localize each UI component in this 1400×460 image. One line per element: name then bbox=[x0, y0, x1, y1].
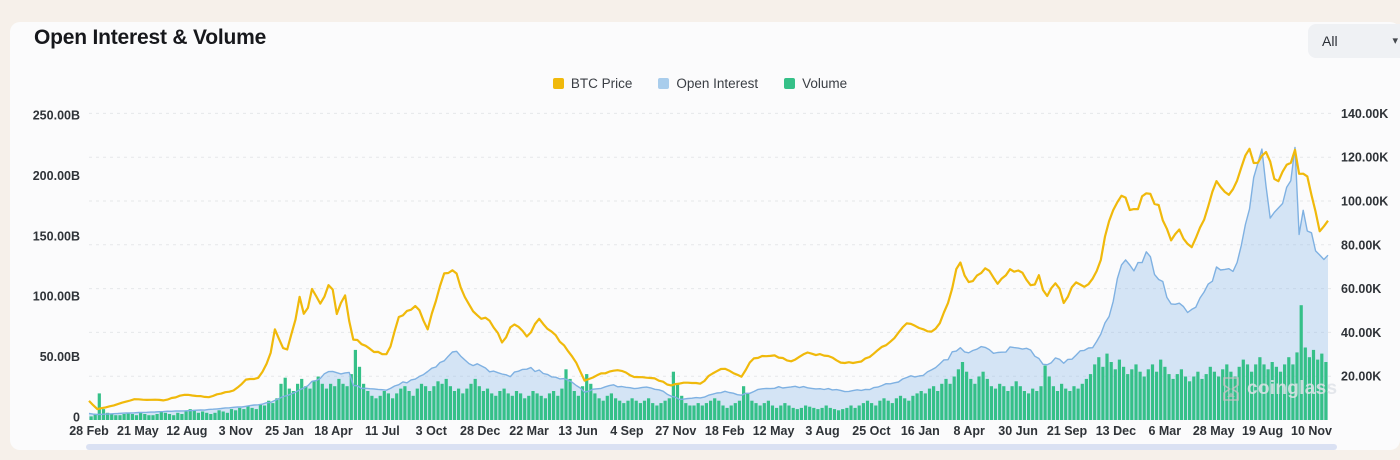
legend-label: Volume bbox=[802, 76, 848, 91]
x-axis-tick-label: 30 Jun bbox=[998, 424, 1038, 438]
left-axis-tick-label: 250.00B bbox=[33, 109, 80, 123]
x-axis-tick-label: 13 Dec bbox=[1096, 424, 1136, 438]
left-axis-tick-label: 0 bbox=[73, 411, 80, 425]
x-axis-tick-label: 3 Nov bbox=[219, 424, 253, 438]
right-axis-tick-label: 80.00K bbox=[1341, 238, 1381, 252]
x-axis-tick-label: 3 Aug bbox=[805, 424, 839, 438]
volume-bars[interactable] bbox=[89, 305, 1328, 420]
x-axis-tick-label: 22 Mar bbox=[509, 424, 549, 438]
btc-price-swatch-icon bbox=[552, 78, 564, 89]
chart-title: Open Interest & Volume bbox=[34, 26, 267, 49]
legend-item-open-interest[interactable]: Open Interest bbox=[658, 76, 758, 91]
x-axis-tick-label: 12 Aug bbox=[166, 424, 207, 438]
x-axis-labels: 28 Feb 21 May 12 Aug 3 Nov 25 Jan 18 Apr 11 Ju… bbox=[69, 424, 1332, 438]
volume-swatch-icon bbox=[784, 78, 796, 89]
chevron-down-icon: ▾ bbox=[1392, 34, 1398, 47]
legend-item-btc-price[interactable]: BTC Price bbox=[552, 76, 633, 91]
x-axis-tick-label: 18 Apr bbox=[314, 424, 353, 438]
right-axis-tick-label: 120.00K bbox=[1341, 151, 1388, 165]
x-axis-tick-label: 8 Apr bbox=[953, 424, 985, 438]
left-axis-labels: 250.00B 200.00B 150.00B 100.00B 50.00B 0 bbox=[33, 109, 80, 425]
x-axis-tick-label: 25 Jan bbox=[265, 424, 304, 438]
x-axis-tick-label: 28 Feb bbox=[69, 424, 109, 438]
x-axis-tick-label: 21 Sep bbox=[1047, 424, 1088, 438]
time-range-value: All bbox=[1322, 33, 1338, 49]
x-axis-tick-label: 11 Jul bbox=[365, 424, 400, 438]
left-axis-tick-label: 150.00B bbox=[33, 229, 80, 243]
x-axis-tick-label: 25 Oct bbox=[852, 424, 891, 438]
open-interest-line[interactable] bbox=[88, 146, 1329, 416]
x-axis-tick-label: 19 Aug bbox=[1242, 424, 1283, 438]
left-axis-tick-label: 50.00B bbox=[40, 350, 80, 364]
x-axis-tick-label: 27 Nov bbox=[655, 424, 696, 438]
right-axis-tick-label: 140.00K bbox=[1341, 107, 1388, 121]
legend-item-volume[interactable]: Volume bbox=[784, 76, 847, 91]
right-axis-tick-label: 40.00K bbox=[1341, 326, 1381, 340]
x-axis-tick-label: 6 Mar bbox=[1148, 424, 1181, 438]
chart-legend: BTC Price Open Interest Volume bbox=[0, 76, 1400, 91]
x-axis-tick-label: 16 Jan bbox=[901, 424, 940, 438]
x-axis-tick-label: 10 Nov bbox=[1291, 424, 1332, 438]
open-interest-swatch-icon bbox=[658, 78, 670, 89]
x-axis-tick-label: 28 May bbox=[1193, 424, 1235, 438]
chart-scrollbar[interactable] bbox=[86, 444, 1337, 450]
x-axis-tick-label: 3 Oct bbox=[416, 424, 448, 438]
left-axis-tick-label: 200.00B bbox=[33, 169, 80, 183]
right-axis-labels: 140.00K 120.00K 100.00K 80.00K 60.00K 40.00K 2… bbox=[1341, 107, 1388, 384]
left-axis-tick-label: 100.00B bbox=[33, 290, 80, 304]
x-axis-tick-label: 18 Feb bbox=[705, 424, 745, 438]
btc-price-line[interactable] bbox=[88, 147, 1329, 411]
legend-label: Open Interest bbox=[676, 76, 759, 91]
right-axis-tick-label: 100.00K bbox=[1341, 195, 1388, 209]
x-axis-tick-label: 13 Jun bbox=[558, 424, 598, 438]
legend-label: BTC Price bbox=[570, 76, 633, 91]
x-axis-tick-label: 21 May bbox=[117, 424, 159, 438]
x-axis-tick-label: 28 Dec bbox=[460, 424, 500, 438]
right-axis-tick-label: 60.00K bbox=[1341, 282, 1381, 296]
open-interest-area[interactable] bbox=[89, 147, 1328, 420]
x-axis-tick-label: 12 May bbox=[753, 424, 795, 438]
time-range-select[interactable]: All ▾ bbox=[1308, 24, 1400, 58]
right-axis-tick-label: 20.00K bbox=[1341, 370, 1381, 384]
x-axis-tick-label: 4 Sep bbox=[610, 424, 644, 438]
